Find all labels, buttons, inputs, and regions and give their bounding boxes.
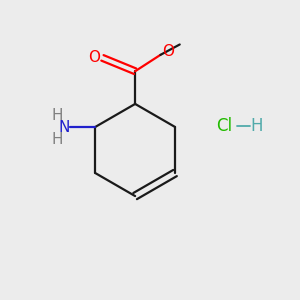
Text: H: H — [51, 108, 63, 123]
Text: H: H — [251, 117, 263, 135]
Text: O: O — [162, 44, 174, 59]
Text: Cl: Cl — [216, 117, 232, 135]
Text: N: N — [58, 120, 70, 135]
Text: O: O — [88, 50, 100, 65]
Text: H: H — [51, 132, 63, 147]
